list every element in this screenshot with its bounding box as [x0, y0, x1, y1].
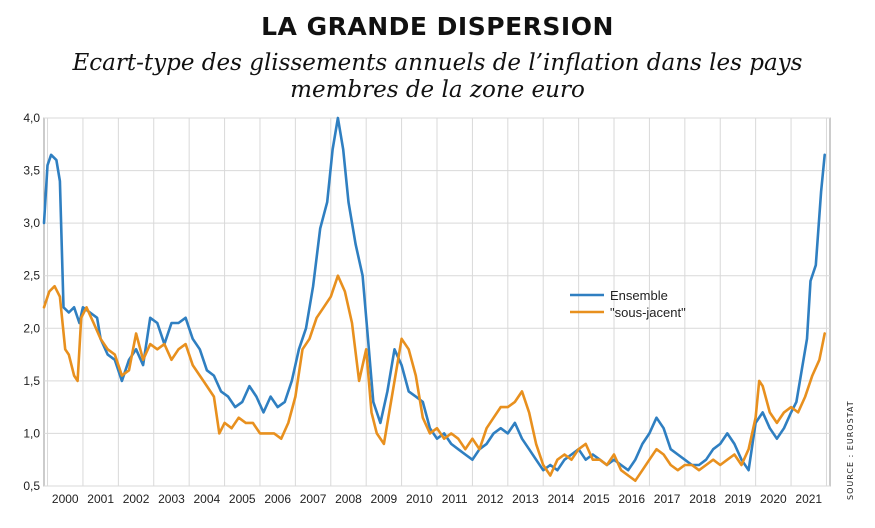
y-axis-tick-labels: 0,5 1,0 1,5 2,0 2,5 3,0 3,5 4,0 — [23, 111, 40, 493]
chart-subtitle: Ecart-type des glissements annuels de l’… — [72, 50, 803, 103]
x-tick-label: 2017 — [654, 492, 681, 506]
source-note: SOURCE : EUROSTAT — [846, 400, 855, 500]
x-axis-tick-labels: 2000 2001 2002 2003 2004 2005 2006 2007 2008 2009… — [52, 492, 823, 506]
x-tick-label: 2019 — [725, 492, 752, 506]
legend-label-0: Ensemble — [610, 288, 668, 303]
x-tick-label: 2001 — [87, 492, 114, 506]
y-tick-label: 2,0 — [23, 321, 40, 335]
x-tick-label: 2011 — [442, 492, 468, 506]
y-tick-label: 3,5 — [23, 164, 40, 178]
y-tick-label: 1,5 — [23, 374, 40, 388]
x-tick-label: 2015 — [583, 492, 610, 506]
series-line-1 — [42, 274, 826, 482]
x-tick-label: 2006 — [264, 492, 291, 506]
x-tick-label: 2018 — [689, 492, 716, 506]
x-tick-label: 2014 — [548, 492, 575, 506]
x-tick-label: 2020 — [760, 492, 787, 506]
legend-label-1: "sous-jacent" — [610, 305, 686, 320]
x-tick-label: 2005 — [229, 492, 256, 506]
y-tick-label: 4,0 — [23, 111, 40, 125]
chart-title: LA GRANDE DISPERSION — [261, 12, 614, 41]
x-tick-label: 2009 — [371, 492, 398, 506]
x-tick-label: 2016 — [618, 492, 645, 506]
y-tick-label: 0,5 — [23, 479, 40, 493]
y-tick-label: 1,0 — [23, 426, 40, 440]
x-tick-label: 2003 — [158, 492, 185, 506]
x-tick-label: 2012 — [477, 492, 504, 506]
series-lines — [42, 116, 826, 482]
x-tick-label: 2000 — [52, 492, 79, 506]
x-tick-label: 2010 — [406, 492, 433, 506]
x-tick-label: 2002 — [123, 492, 150, 506]
x-tick-label: 2013 — [512, 492, 539, 506]
legend: Ensemble "sous-jacent" — [570, 288, 686, 320]
series-line-0 — [42, 116, 826, 472]
x-tick-label: 2004 — [194, 492, 221, 506]
x-tick-label: 2021 — [795, 492, 822, 506]
y-tick-label: 3,0 — [23, 216, 40, 230]
x-tick-label: 2007 — [300, 492, 327, 506]
grid-lines — [43, 117, 831, 487]
x-tick-label: 2008 — [335, 492, 362, 506]
y-tick-label: 2,5 — [23, 269, 40, 283]
